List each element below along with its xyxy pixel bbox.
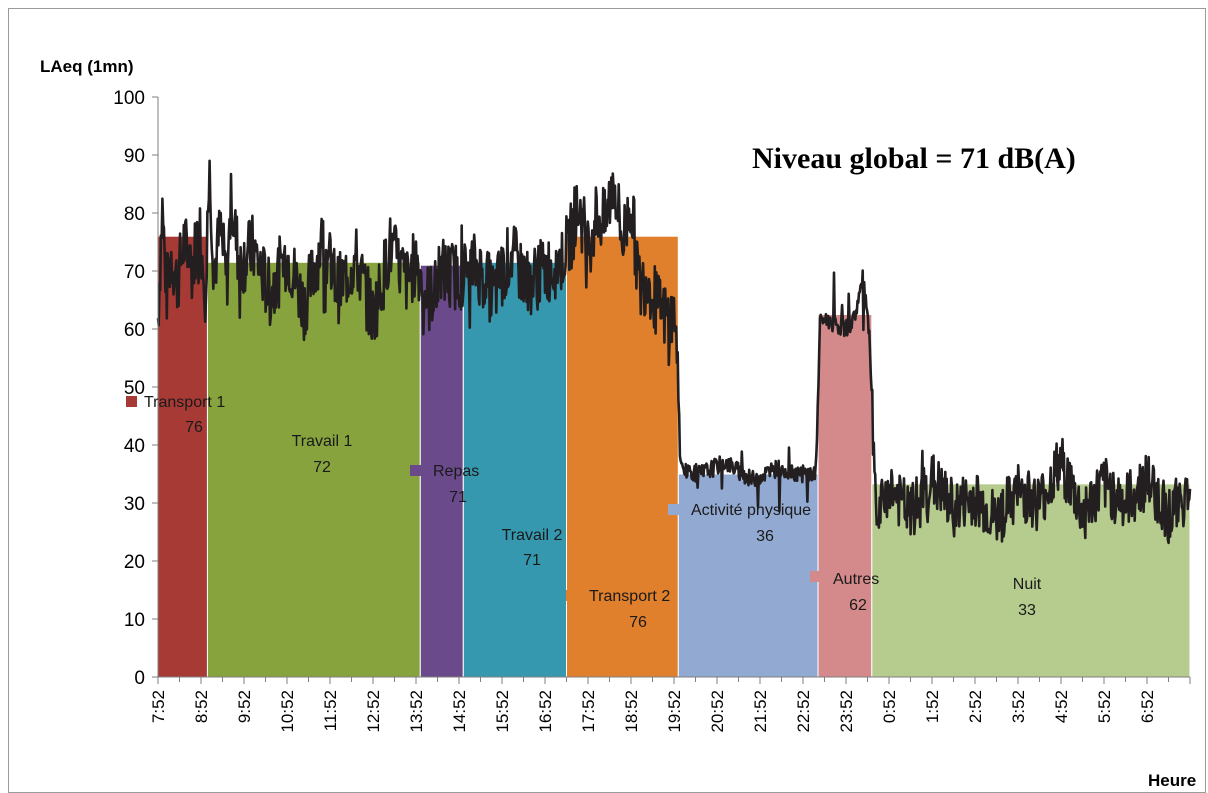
x-tick-label-0: 7:52 [149, 690, 168, 723]
segment-value-7: 33 [1018, 602, 1036, 619]
segment-value-4: 76 [629, 614, 647, 631]
y-tick-labels: 0 10 20 30 40 50 60 70 80 90 100 [113, 88, 158, 689]
x-tick-label-1: 8:52 [192, 690, 211, 723]
x-tick-label-18: 1:52 [923, 690, 942, 723]
segment-5 [677, 473, 819, 678]
segment-name-0: Transport 1 [144, 394, 225, 411]
global-level-annotation: Niveau global = 71 dB(A) [752, 142, 1076, 175]
segment-name-4: Transport 2 [589, 588, 670, 605]
segment-value-5: 36 [756, 528, 774, 545]
x-tick-label-17: 0:52 [880, 690, 899, 723]
segment-name-6: Autres [833, 571, 879, 588]
x-tick-label-15: 22:52 [794, 690, 813, 733]
segment-value-6: 62 [849, 597, 867, 614]
segment-name-7: Nuit [1013, 576, 1042, 593]
y-tick-label-20: 20 [124, 552, 145, 573]
segment-name-1: Travail 1 [292, 433, 353, 450]
x-tick-label-19: 2:52 [966, 690, 985, 723]
segment-value-3: 71 [523, 552, 541, 569]
segment-marker-4 [566, 590, 577, 601]
x-tick-label-11: 18:52 [622, 690, 641, 733]
y-tick-label-10: 10 [124, 610, 145, 631]
y-tick-label-70: 70 [124, 262, 145, 283]
x-tick-label-20: 3:52 [1009, 690, 1028, 723]
segment-name-2: Repas [433, 463, 479, 480]
x-tick-label-4: 11:52 [321, 690, 340, 731]
segment-6 [817, 314, 873, 678]
segment-marker-0 [126, 396, 137, 407]
x-tick-label-5: 12:52 [364, 690, 383, 733]
segment-marker-6 [810, 571, 821, 582]
y-tick-label-0: 0 [134, 668, 145, 689]
y-axis-title: LAeq (1mn) [40, 57, 134, 76]
segment-name-3: Travail 2 [502, 527, 563, 544]
x-tick-label-22: 5:52 [1095, 690, 1114, 723]
segment-marker-5 [668, 504, 679, 515]
x-tick-label-9: 16:52 [536, 690, 555, 733]
x-tick-label-12: 19:52 [665, 690, 684, 733]
x-axis-title: Heure [1148, 771, 1196, 790]
segment-value-2: 71 [449, 489, 467, 506]
y-tick-label-40: 40 [124, 436, 145, 457]
segment-labels: Transport 1 76 Travail 1 72 Repas 71 Travail 2… [126, 394, 1042, 631]
x-tick-label-6: 13:52 [407, 690, 426, 733]
segment-marker-2 [410, 465, 421, 476]
x-tick-label-21: 4:52 [1052, 690, 1071, 723]
x-tick-label-2: 9:52 [235, 690, 254, 723]
noise-level-series [156, 159, 1192, 545]
y-tick-label-80: 80 [124, 204, 145, 225]
y-tick-label-30: 30 [124, 494, 145, 515]
activity-segments [157, 235, 1191, 678]
segment-2 [419, 264, 464, 678]
x-tick-label-23: 6:52 [1138, 690, 1157, 723]
segment-value-0: 76 [185, 419, 203, 436]
x-tick-label-14: 21:52 [751, 690, 770, 733]
x-tick-labels: 7:52 8:52 9:52 10:52 11:52 12:52 13:52 14:52 15:… [149, 690, 1157, 733]
segment-name-5: Activité physique [691, 502, 811, 519]
segment-value-1: 72 [313, 459, 331, 476]
segment-3 [462, 261, 567, 678]
x-tick-label-7: 14:52 [450, 690, 469, 733]
y-tick-label-50: 50 [124, 378, 145, 399]
noise-line-path [156, 159, 1192, 545]
y-tick-label-100: 100 [113, 88, 145, 109]
y-tick-label-90: 90 [124, 146, 145, 167]
y-tick-label-60: 60 [124, 320, 145, 341]
x-tick-label-10: 17:52 [579, 690, 598, 733]
x-tick-label-8: 15:52 [493, 690, 512, 733]
x-tick-label-16: 23:52 [837, 690, 856, 733]
x-tick-label-13: 20:52 [708, 690, 727, 733]
x-tick-label-3: 10:52 [278, 690, 297, 733]
